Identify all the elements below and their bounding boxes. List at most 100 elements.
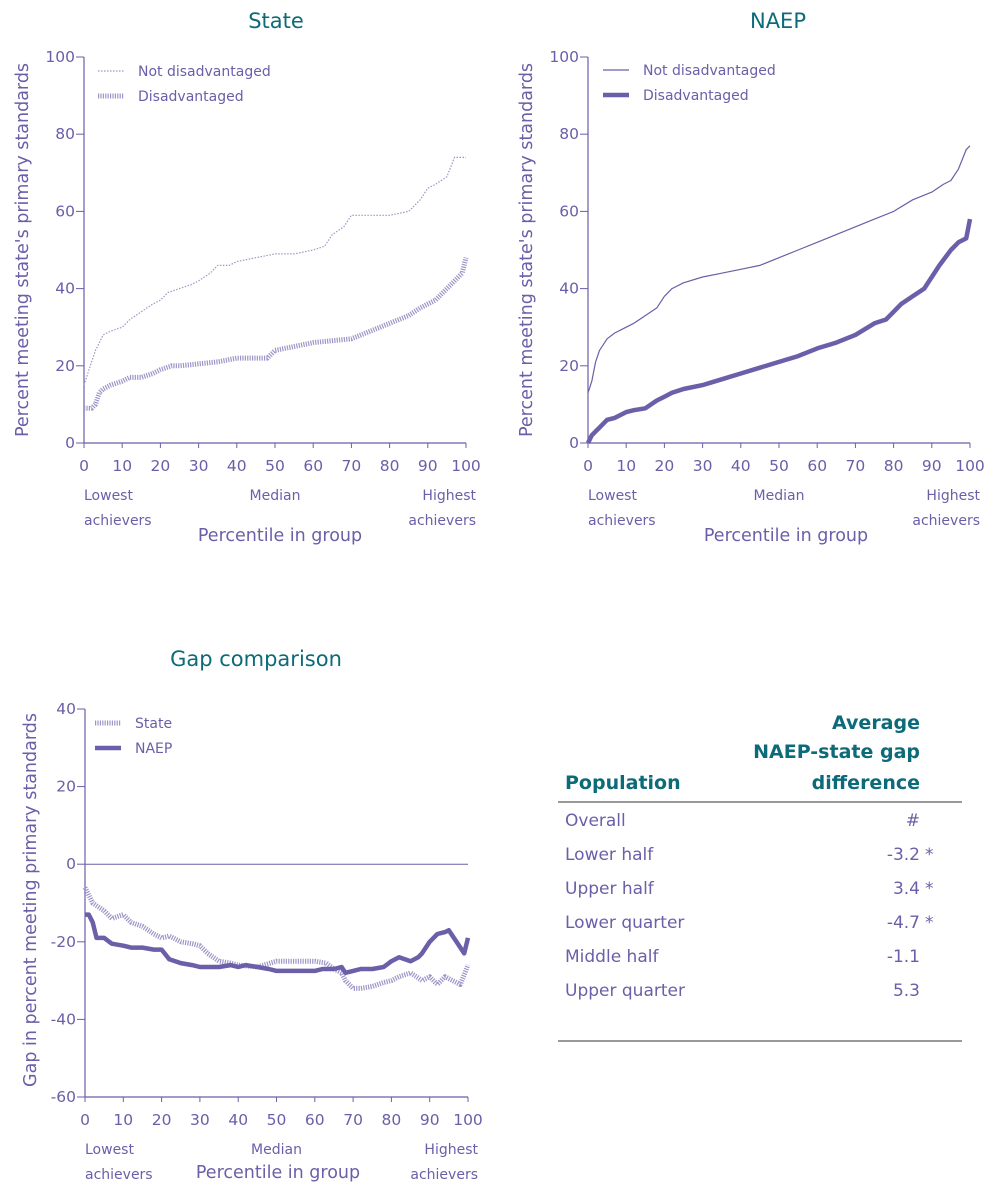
naep-x-tick-label: 80 (884, 457, 904, 475)
gap-legend-label-0: State (135, 716, 172, 732)
naep-x-tick-label: 40 (731, 457, 751, 475)
gap-x-tick-label: 100 (453, 1111, 483, 1129)
naep-legend-label-0: Not disadvantaged (643, 63, 776, 79)
gap-x-tick-label: 50 (267, 1111, 287, 1129)
gap-chart-ylabel: Gap in percent meeting primary standards (21, 713, 41, 1087)
state-series-disadvantaged-line (84, 257, 469, 411)
gap-x-tick-label: 90 (420, 1111, 440, 1129)
state-highest-achievers-note: achievers (408, 513, 476, 529)
gap-median-note: Median (251, 1142, 302, 1158)
gap-x-tick-label: 30 (190, 1111, 210, 1129)
state-y-tick-label: 0 (65, 434, 75, 452)
gap-chart: Gap comparison Gap in percent meeting pr… (21, 647, 483, 1183)
table-row-significance-marker: * (925, 845, 934, 865)
state-x-tick-label: 0 (79, 457, 89, 475)
state-x-tick-label: 50 (265, 457, 285, 475)
table-header-gap-line-1: Average (832, 712, 920, 734)
table-row-population: Middle half (565, 947, 659, 967)
state-chart: State Percent meeting state's primary st… (13, 9, 481, 546)
table-row-population: Upper half (565, 879, 655, 899)
naep-lowest-achievers-note: achievers (588, 513, 656, 529)
state-x-tick-label: 70 (342, 457, 362, 475)
naep-highest-achievers-note: achievers (912, 513, 980, 529)
naep-y-tick-label: 0 (569, 434, 579, 452)
naep-x-tick-label: 70 (846, 457, 866, 475)
table-header-population: Population (565, 772, 681, 794)
table-row-value: 5.3 (893, 981, 920, 1001)
table-row-population: Overall (565, 811, 626, 831)
naep-y-tick-label: 40 (559, 280, 579, 298)
gap-chart-title: Gap comparison (170, 647, 342, 671)
table-row-value: # (906, 811, 920, 831)
gap-series-naep-line (85, 912, 471, 976)
state-x-tick-label: 90 (418, 457, 438, 475)
naep-series-disadvantaged-line (585, 218, 973, 444)
state-y-tick-label: 100 (45, 48, 75, 66)
naep-chart-ylabel: Percent meeting state's primary standard… (517, 63, 537, 437)
gap-x-tick-label: 20 (152, 1111, 172, 1129)
naep-y-tick-label: 80 (559, 125, 579, 143)
gap-x-tick-label: 40 (228, 1111, 248, 1129)
state-chart-title: State (248, 9, 304, 33)
state-x-tick-label: 10 (112, 457, 132, 475)
table-rows: Overall #Lower half -3.2 *Upper half 3.4 *Low… (565, 811, 934, 1001)
state-y-tick-label: 20 (55, 357, 75, 375)
state-x-tick-label: 100 (451, 457, 481, 475)
state-highest-achievers-note: Highest (422, 488, 476, 504)
state-x-tick-label: 40 (227, 457, 247, 475)
naep-y-tick-label: 60 (559, 202, 579, 220)
state-legend-label-1: Disadvantaged (138, 89, 244, 105)
state-x-tick-label: 80 (380, 457, 400, 475)
naep-x-tick-label: 0 (583, 457, 593, 475)
table-row-value: -3.2 (887, 845, 920, 865)
gap-x-tick-label: 70 (343, 1111, 363, 1129)
state-lowest-achievers-note: Lowest (84, 488, 133, 504)
state-y-tick-label: 80 (55, 125, 75, 143)
naep-y-tick-label: 100 (549, 48, 579, 66)
gap-y-tick-label: 20 (56, 778, 76, 796)
naep-x-tick-label: 50 (769, 457, 789, 475)
gap-y-tick-label: 0 (66, 855, 76, 873)
naep-x-tick-label: 100 (955, 457, 985, 475)
naep-median-note: Median (754, 488, 805, 504)
gap-highest-achievers-note: achievers (410, 1167, 478, 1183)
naep-chart: NAEP Percent meeting state's primary sta… (517, 9, 985, 546)
naep-legend-label-1: Disadvantaged (643, 88, 749, 104)
table-row-population: Lower quarter (565, 913, 684, 933)
naep-x-tick-label: 30 (693, 457, 713, 475)
naep-x-tick-label: 20 (655, 457, 675, 475)
table-row-value: -4.7 (887, 913, 920, 933)
gap-series-state-line (82, 886, 471, 991)
naep-x-tick-label: 90 (922, 457, 942, 475)
naep-series-not-disadvantaged-line (587, 145, 971, 393)
table-header-gap-line-3: difference (812, 772, 920, 794)
gap-y-tick-label: 40 (56, 700, 76, 718)
state-y-tick-label: 40 (55, 280, 75, 298)
table-header-gap-line-2: NAEP-state gap (753, 741, 920, 763)
gap-y-tick-label: -20 (51, 933, 76, 951)
state-y-tick-label: 60 (55, 202, 75, 220)
state-series-not-disadvantaged-line (83, 156, 466, 386)
state-legend-label-0: Not disadvantaged (138, 64, 271, 80)
table-row-significance-marker: * (925, 913, 934, 933)
gap-x-tick-label: 80 (382, 1111, 402, 1129)
table-row-value: -1.1 (887, 947, 920, 967)
table-row-population: Upper quarter (565, 981, 685, 1001)
naep-chart-xlabel: Percentile in group (704, 526, 868, 546)
table-row-population: Lower half (565, 845, 654, 865)
gap-x-tick-label: 60 (305, 1111, 325, 1129)
table-row-significance-marker: * (925, 879, 934, 899)
state-median-note: Median (250, 488, 301, 504)
gap-highest-achievers-note: Highest (424, 1142, 478, 1158)
state-lowest-achievers-note: achievers (84, 513, 152, 529)
state-x-tick-label: 20 (151, 457, 171, 475)
gap-x-tick-label: 10 (113, 1111, 133, 1129)
gap-y-tick-label: -60 (51, 1088, 76, 1106)
state-chart-ylabel: Percent meeting state's primary standard… (13, 63, 33, 437)
state-x-tick-label: 30 (189, 457, 209, 475)
naep-x-tick-label: 10 (616, 457, 636, 475)
gap-difference-table: Average NAEP-state gap difference Popula… (558, 712, 962, 1042)
naep-chart-title: NAEP (750, 9, 806, 33)
gap-y-tick-label: -40 (51, 1010, 76, 1028)
